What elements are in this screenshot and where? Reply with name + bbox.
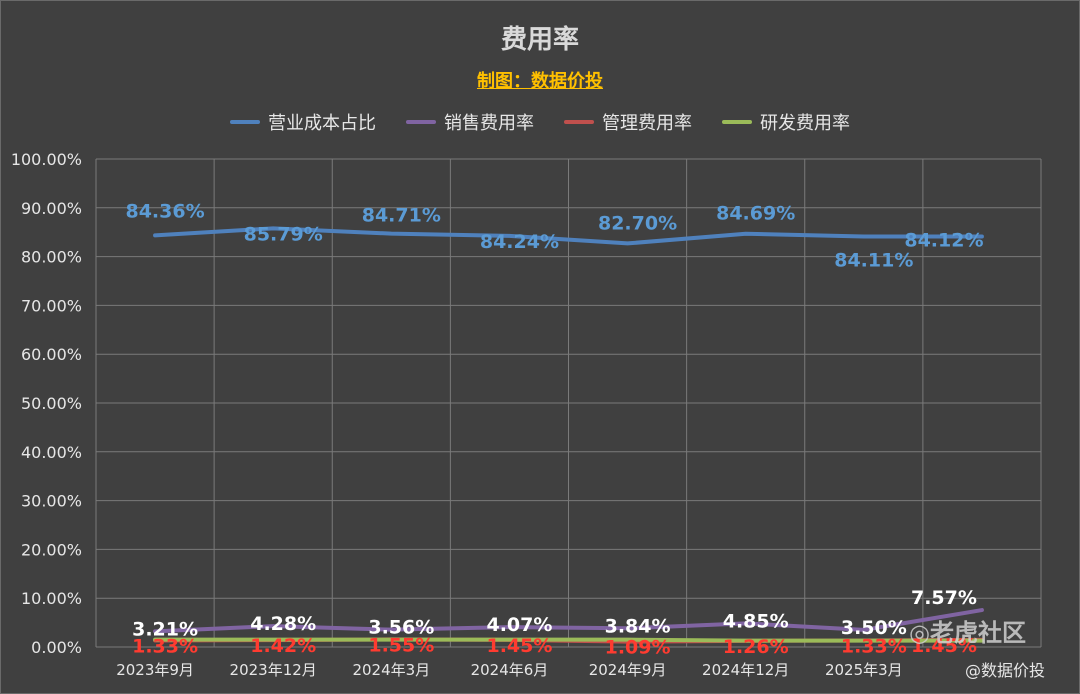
data-label: 3.21%	[132, 618, 198, 640]
data-label: 1.55%	[368, 634, 434, 656]
y-tick-label: 80.00%	[21, 248, 82, 267]
legend-item: 营业成本占比	[230, 109, 376, 135]
legend-label: 研发费用率	[760, 113, 850, 134]
x-tick-label: 2023年12月	[230, 661, 317, 679]
y-tick-label: 100.00%	[11, 150, 82, 169]
y-tick-label: 0.00%	[31, 638, 82, 657]
legend-label: 管理费用率	[602, 113, 692, 134]
legend: 营业成本占比 销售费用率 管理费用率 研发费用率	[1, 109, 1079, 135]
watermark-community: ◎老虎社区	[909, 619, 1026, 647]
data-label: 1.42%	[250, 635, 316, 657]
data-label: 4.07%	[486, 614, 552, 636]
chart-subtitle: 制图：数据价投	[477, 71, 603, 92]
y-tick-label: 60.00%	[21, 345, 82, 364]
data-label: 3.50%	[841, 617, 907, 639]
data-label: 85.79%	[244, 223, 323, 245]
series-line	[153, 608, 984, 634]
data-label: 1.26%	[723, 636, 789, 658]
legend-label: 销售费用率	[444, 113, 534, 134]
y-tick-label: 90.00%	[21, 199, 82, 218]
legend-swatch	[230, 120, 260, 124]
data-label: 84.36%	[125, 200, 204, 222]
watermark-author: @数据价投	[965, 661, 1046, 680]
x-tick-label: 2025年3月	[825, 661, 903, 679]
legend-swatch	[406, 120, 436, 124]
data-label: 1.45%	[911, 635, 977, 657]
series-line	[153, 226, 984, 246]
x-tick-label: 2024年12月	[702, 661, 789, 679]
legend-item: 销售费用率	[406, 109, 534, 135]
data-label: 3.56%	[368, 617, 434, 639]
y-tick-label: 30.00%	[21, 492, 82, 511]
y-tick-label: 50.00%	[21, 394, 82, 413]
data-label: 3.84%	[605, 615, 671, 637]
legend-item: 研发费用率	[722, 109, 850, 135]
data-label: 7.57%	[911, 587, 977, 609]
x-tick-label: 2024年6月	[471, 661, 549, 679]
data-label: 4.28%	[250, 613, 316, 635]
data-label: 84.69%	[716, 203, 795, 225]
data-label: 1.33%	[841, 636, 907, 658]
data-label: 1.45%	[486, 635, 552, 657]
y-tick-label: 10.00%	[21, 589, 82, 608]
chart-title: 费用率	[500, 25, 579, 55]
series-line	[153, 637, 984, 643]
data-label: 84.12%	[904, 229, 983, 251]
legend-item: 管理费用率	[564, 109, 692, 135]
y-tick-label: 70.00%	[21, 296, 82, 315]
data-label: 82.70%	[598, 212, 677, 234]
y-tick-label: 20.00%	[21, 540, 82, 559]
x-tick-label: 2024年9月	[589, 661, 667, 679]
x-tick-label: 2023年9月	[116, 661, 194, 679]
x-tick-label: 2024年3月	[352, 661, 430, 679]
legend-swatch	[722, 120, 752, 124]
data-label: 84.71%	[362, 205, 441, 227]
data-label: 1.09%	[605, 637, 671, 659]
legend-label: 营业成本占比	[268, 113, 376, 134]
legend-swatch	[564, 120, 594, 124]
data-label: 1.33%	[132, 636, 198, 658]
data-label: 4.85%	[723, 610, 789, 632]
y-tick-label: 40.00%	[21, 443, 82, 462]
data-label: 84.24%	[480, 231, 559, 253]
data-label: 84.11%	[834, 250, 913, 272]
